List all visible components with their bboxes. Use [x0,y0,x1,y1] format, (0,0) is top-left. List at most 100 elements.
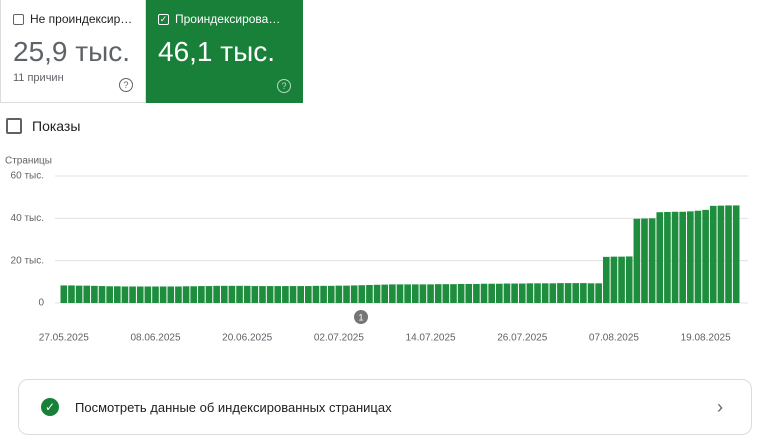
x-tick-label: 07.08.2025 [589,333,639,344]
check-icon: ✓ [41,398,59,416]
bar [251,286,259,303]
bar [480,283,488,303]
bar [434,284,442,303]
bar [335,285,343,303]
bar [144,286,152,303]
bar [366,285,373,303]
bar [136,286,144,303]
bar [656,212,664,303]
bar [343,285,350,303]
bar [266,286,274,303]
bar [709,205,717,303]
bar [587,283,595,303]
bar [381,284,389,303]
bar [60,285,68,303]
x-tick-label: 19.08.2025 [681,333,731,344]
x-tick-label: 14.07.2025 [406,333,456,344]
bar [358,285,366,303]
bar [167,286,175,303]
bar [411,284,419,303]
bar [541,283,549,303]
x-tick-label: 26.07.2025 [497,333,547,344]
bar [679,211,687,303]
bar [496,283,503,303]
bar [564,283,572,303]
bar [243,285,251,303]
bar [526,283,534,303]
checkbox[interactable] [6,118,22,134]
annotation-marker [354,310,368,324]
bar [98,286,106,303]
bar [190,286,198,303]
bar [297,286,304,303]
bar [350,285,358,303]
bar [557,283,564,303]
bar [427,284,434,303]
bar [549,283,557,303]
bar [687,211,694,303]
bar [91,285,98,303]
bar [182,286,190,303]
y-tick-label: 0 [38,298,44,309]
indexed-pages-link[interactable]: ✓ Посмотреть данные об индексированных с… [18,379,752,435]
bar [534,283,541,303]
bar [725,205,732,303]
impressions-toggle[interactable]: Показы [6,118,80,134]
indexed-card[interactable]: ✓ Проиндексирова… 46,1 тыс. ? [146,0,303,103]
bar [473,283,480,303]
checkbox[interactable] [13,13,24,25]
card-label: Не проиндексир… [30,12,133,26]
checkbox[interactable]: ✓ [158,13,169,25]
bar [518,283,526,303]
annotation-label: 1 [358,312,363,322]
bar [488,283,496,303]
bar [327,285,335,303]
bar [664,211,671,303]
chevron: › [717,396,723,417]
bar [442,284,450,303]
bar [602,256,610,303]
y-tick-label: 20 тыс. [11,255,44,266]
bar [129,286,136,303]
y-tick-label: 60 тыс. [11,171,44,182]
bar [205,286,213,303]
bar [625,256,633,303]
bar [320,285,327,303]
bar [113,286,121,303]
x-tick-label: 02.07.2025 [314,333,364,344]
bar [503,283,511,303]
bar [389,284,396,303]
bar [175,286,182,303]
bar [732,205,740,303]
bar [694,210,702,303]
bar [198,286,205,303]
card-label-row: ✓ Проиндексирова… [158,12,291,26]
bar [396,284,404,303]
link-text: Посмотреть данные об индексированных стр… [75,399,392,415]
help-icon[interactable]: ? [119,78,133,92]
bar [450,284,457,303]
card-value: 46,1 тыс. [158,36,276,67]
bar [274,286,282,303]
bar [75,285,83,303]
bar [152,286,159,303]
card-note: 11 причин [13,72,64,84]
help-icon[interactable]: ? [277,79,291,93]
chart: Страницы 0 20 тыс. 40 тыс. 60 тыс. 27.05.202… [5,156,748,344]
bar [419,284,427,303]
bar [220,285,228,303]
x-tick-label: 27.05.2025 [39,333,89,344]
bar [404,284,411,303]
bar [282,286,289,303]
bar [68,285,75,303]
bar [641,218,648,303]
bar [702,209,709,303]
bar [572,283,580,303]
bar [610,256,618,303]
y-tick-label: 40 тыс. [11,213,44,224]
bar [121,286,129,303]
card-label-row: Не проиндексир… [13,12,133,26]
not-indexed-card[interactable]: Не проиндексир… 25,9 тыс. 11 причин ? [0,0,146,103]
bar [83,285,91,303]
bar [457,283,465,303]
